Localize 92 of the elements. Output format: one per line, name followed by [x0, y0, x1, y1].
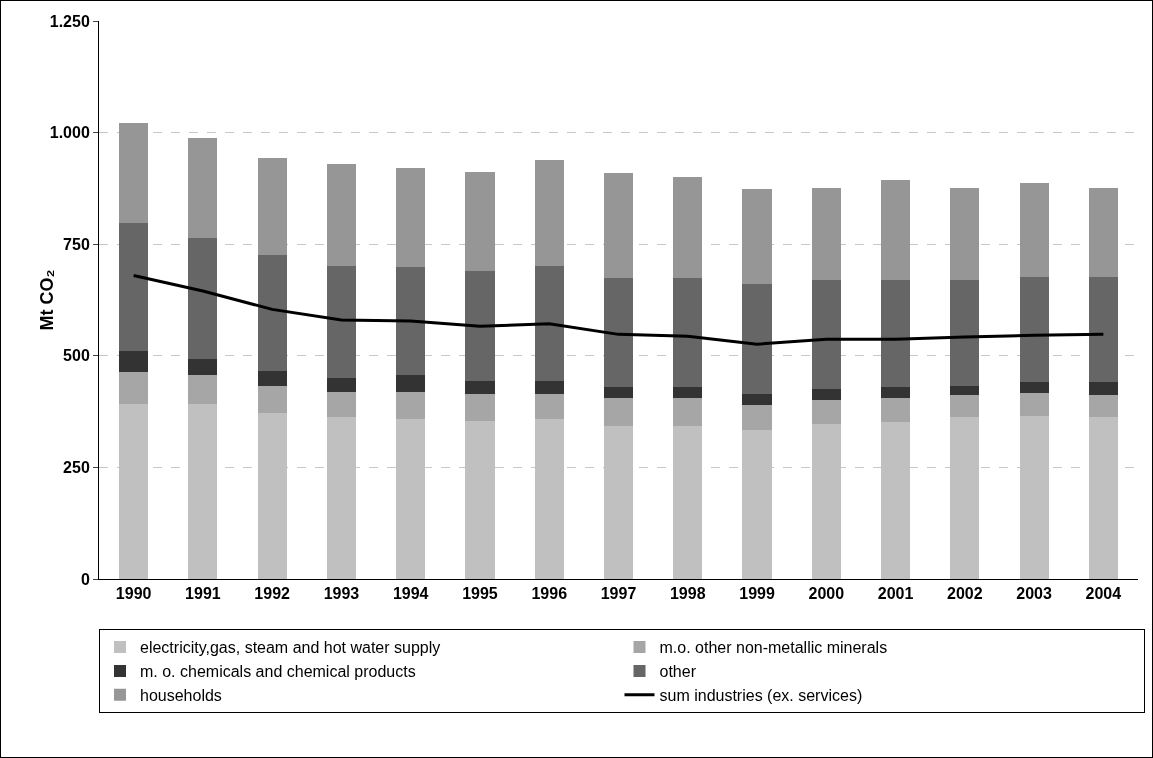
bar — [534, 394, 564, 419]
x-tick-label: 1999 — [739, 585, 775, 603]
x-tick-label: 1992 — [254, 585, 291, 603]
bar — [188, 237, 218, 359]
bar — [742, 189, 772, 285]
bar — [603, 172, 634, 278]
x-tick-label: 1993 — [323, 585, 360, 603]
bar — [396, 392, 426, 419]
bar — [603, 397, 634, 426]
bar — [673, 397, 703, 426]
x-tick-label: 1997 — [600, 585, 637, 603]
bar — [257, 385, 287, 413]
bar — [742, 404, 772, 431]
legend-label: other — [659, 663, 697, 681]
bar — [326, 392, 356, 417]
x-tick-label: 1994 — [392, 585, 429, 603]
x-tick-label: 1998 — [669, 585, 706, 603]
bar — [742, 284, 772, 395]
bar — [534, 381, 564, 395]
bar — [534, 266, 564, 382]
x-tick-label: 2003 — [1016, 585, 1052, 603]
line-series — [132, 273, 1105, 346]
legend-label: m.o. other non-metallic minerals — [659, 639, 888, 657]
bar — [119, 122, 149, 223]
bar — [811, 187, 841, 280]
bar — [1088, 381, 1118, 396]
x-tick-label: 2004 — [1085, 585, 1122, 603]
bar — [396, 375, 426, 393]
bar — [673, 387, 703, 398]
y-tick-label: 500 — [63, 347, 90, 365]
bar — [950, 395, 980, 417]
bar — [811, 388, 841, 400]
x-tick-label: 1996 — [531, 585, 568, 603]
y-tick-label: 1.000 — [49, 124, 90, 142]
bar — [326, 266, 356, 378]
bar — [396, 168, 426, 268]
y-tick-label: 750 — [63, 235, 90, 253]
bar — [1088, 416, 1118, 579]
bar — [1019, 277, 1049, 382]
bar — [1088, 187, 1118, 278]
legend-label: households — [140, 686, 222, 704]
x-tick-label: 1990 — [115, 585, 152, 603]
y-tick-label: 0 — [80, 570, 90, 588]
bar — [673, 177, 703, 278]
bar — [534, 160, 564, 267]
bar — [950, 279, 980, 387]
legend-label: electricity,gas, steam and hot water supply — [140, 639, 441, 657]
y-axis-title: Mt CO₂ — [37, 269, 57, 331]
bar — [465, 271, 495, 382]
bar — [881, 397, 911, 423]
bar — [257, 157, 287, 256]
bar — [881, 279, 911, 388]
bar — [257, 370, 287, 386]
bar — [673, 277, 703, 388]
legend-label: sum industries (ex. services) — [659, 686, 863, 704]
y-tick-label: 1.250 — [49, 12, 90, 30]
bar — [257, 255, 287, 371]
bar — [119, 351, 149, 372]
bar — [188, 358, 218, 376]
bar — [881, 387, 911, 398]
bar — [881, 180, 911, 280]
bar — [950, 187, 980, 280]
bar — [673, 425, 703, 579]
bar — [603, 277, 634, 388]
x-tick-label: 2000 — [808, 585, 845, 603]
x-tick-label: 2002 — [947, 585, 983, 603]
bar — [811, 399, 841, 425]
legend-label: m. o. chemicals and chemical products — [140, 663, 416, 681]
x-tick-label: 1991 — [185, 585, 221, 603]
bar — [742, 394, 772, 405]
bar — [603, 387, 634, 398]
bar — [465, 381, 495, 395]
y-tick-label: 250 — [63, 459, 90, 476]
bar — [950, 386, 980, 396]
bar — [188, 137, 218, 238]
bar — [326, 163, 356, 267]
bar — [188, 375, 218, 405]
bar — [119, 222, 149, 352]
x-tick-label: 1995 — [462, 585, 498, 603]
bar — [326, 377, 356, 393]
bar — [396, 267, 426, 376]
bar — [465, 171, 495, 272]
bar — [811, 279, 841, 389]
bar — [119, 371, 149, 405]
bar — [1088, 395, 1118, 417]
bar — [1088, 277, 1118, 382]
x-tick-label: 2001 — [877, 585, 914, 603]
bar — [1019, 393, 1049, 416]
bar — [465, 394, 495, 421]
bar — [188, 404, 218, 579]
bar — [1019, 381, 1049, 394]
bar — [1019, 183, 1049, 278]
